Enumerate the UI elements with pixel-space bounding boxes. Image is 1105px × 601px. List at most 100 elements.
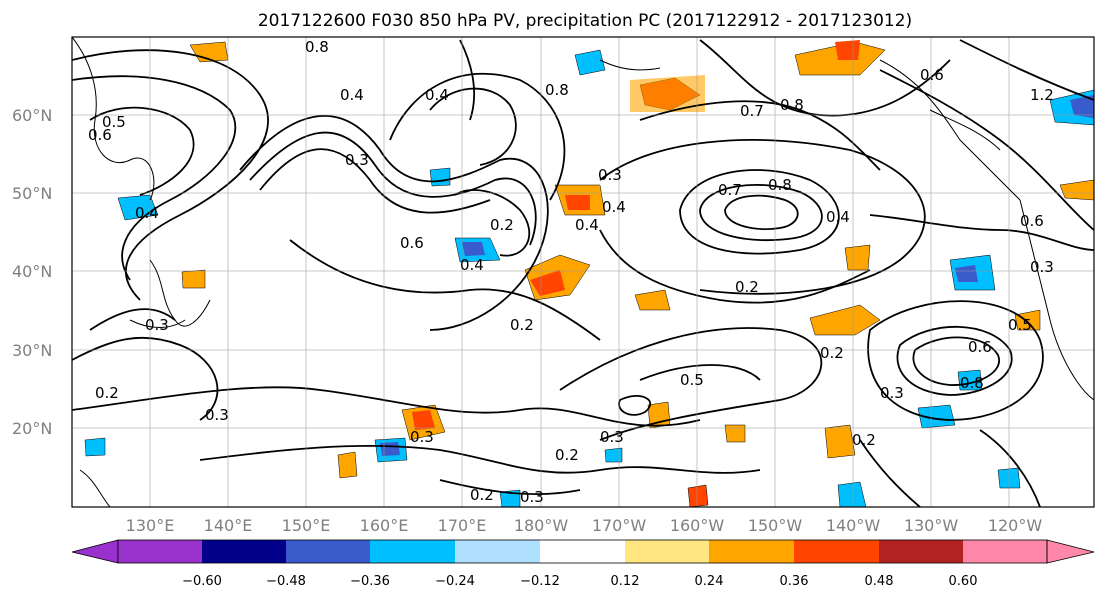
shade-positive bbox=[1014, 309, 1041, 331]
lon-label: 150°W bbox=[748, 516, 803, 535]
latitude-labels: 60°N 50°N 40°N 30°N 20°N bbox=[12, 106, 52, 438]
shade-negative bbox=[604, 447, 623, 463]
longitude-labels: 130°E 140°E 150°E 160°E 170°E 180°W 170°… bbox=[126, 516, 1043, 535]
pv-contours bbox=[72, 39, 1094, 507]
colorbar-tick-label: 0.24 bbox=[695, 574, 724, 589]
colorbar-tick-label: −0.24 bbox=[435, 574, 475, 589]
contour-label: 0.2 bbox=[852, 431, 876, 449]
colorbar-tick-label: −0.48 bbox=[266, 574, 306, 589]
shade-negative bbox=[462, 242, 485, 256]
lon-label: 150°E bbox=[282, 516, 331, 535]
contour-label: 0.4 bbox=[826, 208, 850, 226]
shade-negative bbox=[380, 442, 400, 456]
precip-shading bbox=[84, 40, 1094, 507]
shade-positive bbox=[844, 244, 871, 271]
contour-label: 0.8 bbox=[305, 38, 329, 56]
colorbar-segment bbox=[286, 540, 370, 563]
map-panel: 0.8 0.5 0.6 0.4 0.4 0.8 0.3 0.7 0.8 0.6 … bbox=[71, 36, 1095, 508]
shade-negative bbox=[429, 167, 451, 187]
colorbar-tick-label: −0.60 bbox=[182, 574, 222, 589]
colorbar-tick-label: 0.48 bbox=[865, 574, 894, 589]
shade-negative bbox=[499, 489, 521, 507]
lon-label: 140°E bbox=[204, 516, 253, 535]
shade-positive bbox=[630, 75, 705, 112]
shade-positive bbox=[634, 289, 671, 311]
contour-label: 0.2 bbox=[490, 216, 514, 234]
contour-label: 0.2 bbox=[95, 384, 119, 402]
contour-label: 0.7 bbox=[740, 102, 764, 120]
lon-label: 120°W bbox=[988, 516, 1043, 535]
shade-positive bbox=[824, 424, 856, 459]
contour-label: 0.8 bbox=[768, 176, 792, 194]
shade-positive bbox=[337, 451, 358, 479]
lon-label: 160°W bbox=[670, 516, 725, 535]
colorbar-segment bbox=[794, 540, 879, 563]
colorbar-tick-label: 0.36 bbox=[780, 574, 809, 589]
colorbar-segment bbox=[118, 540, 202, 563]
contour-label: 0.5 bbox=[102, 113, 126, 131]
contour-label: 0.4 bbox=[135, 204, 159, 222]
colorbar-extend-high bbox=[1046, 539, 1095, 564]
colorbar-frame bbox=[117, 539, 1048, 564]
lat-label: 30°N bbox=[12, 341, 52, 360]
lon-label: 140°W bbox=[826, 516, 881, 535]
contour-label: 0.2 bbox=[510, 316, 534, 334]
contour-label: 0.2 bbox=[555, 446, 579, 464]
contour-label: 0.3 bbox=[520, 488, 544, 506]
colorbar-segment bbox=[963, 540, 1047, 563]
shade-positive bbox=[724, 424, 746, 443]
contour-label: 0.4 bbox=[602, 198, 626, 216]
lat-label: 60°N bbox=[12, 106, 52, 125]
map-title: 2017122600 F030 850 hPa PV, precipitatio… bbox=[258, 11, 912, 31]
colorbar-tick-label: 0.12 bbox=[611, 574, 640, 589]
lon-label: 170°W bbox=[592, 516, 647, 535]
shade-positive bbox=[809, 304, 881, 336]
shade-positive bbox=[181, 269, 206, 289]
colorbar-segment bbox=[202, 540, 286, 563]
colorbar-tick-label: −0.36 bbox=[350, 574, 390, 589]
contour-label: 0.4 bbox=[575, 216, 599, 234]
shade-positive bbox=[1059, 179, 1094, 201]
lon-label: 130°E bbox=[126, 516, 175, 535]
contour-label: 0.4 bbox=[460, 256, 484, 274]
shade-negative bbox=[917, 404, 956, 429]
shade-negative bbox=[955, 265, 978, 282]
shade-positive bbox=[530, 270, 565, 296]
contour-label: 0.8 bbox=[780, 96, 804, 114]
contour-label: 0.6 bbox=[920, 66, 944, 84]
shade-positive bbox=[565, 195, 590, 210]
contour-label: 0.6 bbox=[1020, 212, 1044, 230]
contour-labels: 0.8 0.5 0.6 0.4 0.4 0.8 0.3 0.7 0.8 0.6 … bbox=[88, 38, 1054, 506]
map-frame bbox=[71, 36, 1095, 508]
contour-label: 0.2 bbox=[735, 278, 759, 296]
colorbar-extend-low bbox=[71, 539, 119, 564]
shade-negative bbox=[1070, 95, 1094, 118]
lon-label: 180°W bbox=[514, 516, 569, 535]
shade-negative bbox=[84, 437, 106, 457]
contour-label: 0.6 bbox=[968, 338, 992, 356]
contour-label: 0.3 bbox=[600, 428, 624, 446]
lat-label: 50°N bbox=[12, 184, 52, 203]
colorbar-segment bbox=[879, 540, 963, 563]
coastlines bbox=[72, 37, 1094, 507]
contour-label: 1.2 bbox=[1030, 86, 1054, 104]
contour-label: 0.5 bbox=[1008, 316, 1032, 334]
colorbar: −0.60 −0.48 −0.36 −0.24 −0.12 0.12 0.24 … bbox=[71, 539, 1095, 589]
contour-label: 0.7 bbox=[718, 181, 742, 199]
colorbar-segment bbox=[370, 540, 455, 563]
contour-label: 0.3 bbox=[1030, 258, 1054, 276]
colorbar-segment bbox=[709, 540, 794, 563]
contour-label: 0.3 bbox=[880, 384, 904, 402]
contour-label: 0.3 bbox=[145, 316, 169, 334]
shade-positive bbox=[835, 40, 860, 60]
contour-label: 0.6 bbox=[88, 126, 112, 144]
colorbar-tick-label: 0.60 bbox=[949, 574, 978, 589]
contour-label: 0.5 bbox=[680, 371, 704, 389]
contour-label: 0.3 bbox=[205, 406, 229, 424]
contour-label: 0.3 bbox=[345, 151, 369, 169]
lat-label: 20°N bbox=[12, 419, 52, 438]
shade-positive bbox=[687, 484, 709, 507]
colorbar-segment bbox=[625, 540, 709, 563]
lon-label: 160°E bbox=[360, 516, 409, 535]
